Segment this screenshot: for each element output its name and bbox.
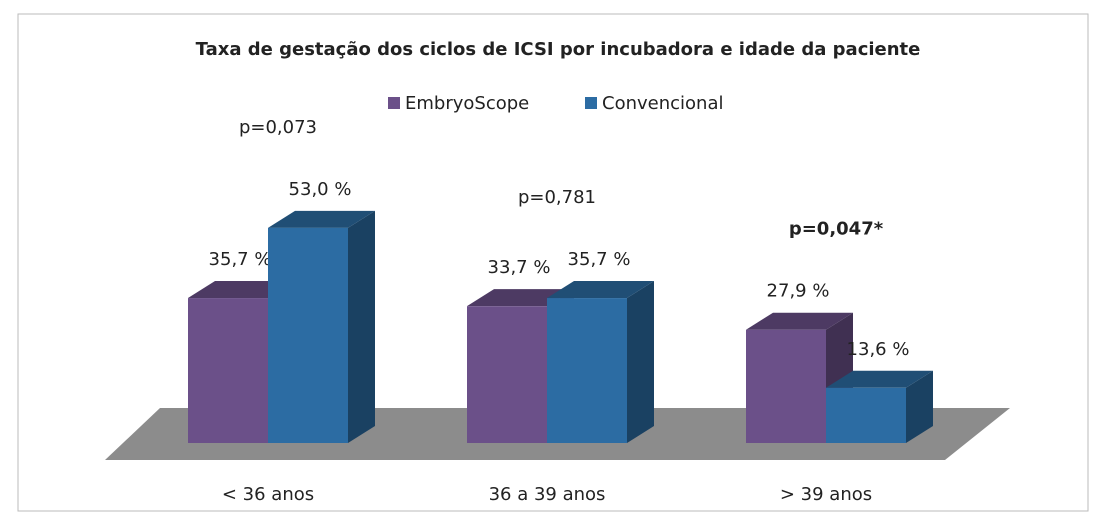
- value-label: 27,9 %: [767, 281, 830, 302]
- bar-front: [746, 329, 826, 443]
- x-tick-label: > 39 anos: [780, 484, 872, 505]
- bar-front: [188, 298, 268, 443]
- bar-front: [826, 387, 906, 443]
- value-label: 35,7 %: [209, 249, 272, 270]
- bar-top: [826, 370, 933, 388]
- bar-top: [746, 312, 853, 330]
- value-label: 33,7 %: [488, 257, 551, 278]
- value-label: 35,7 %: [568, 249, 631, 270]
- annotation: p=0,781: [518, 187, 596, 208]
- value-label: 13,6 %: [847, 339, 910, 360]
- bar-top: [547, 281, 654, 299]
- x-tick-label: < 36 anos: [222, 484, 314, 505]
- bar-front: [547, 298, 627, 443]
- bar-front: [467, 306, 547, 443]
- legend-label: Convencional: [602, 93, 723, 114]
- bar-side: [906, 370, 933, 443]
- bar-front: [268, 227, 348, 443]
- bar-top: [268, 210, 375, 228]
- bar-side: [348, 210, 375, 443]
- bar: [826, 370, 933, 443]
- x-tick-label: 36 a 39 anos: [489, 484, 606, 505]
- legend-swatch: [585, 97, 597, 109]
- chart-title: Taxa de gestação dos ciclos de ICSI por …: [196, 39, 921, 60]
- value-label: 53,0 %: [289, 179, 352, 200]
- bar: [547, 281, 654, 443]
- bar-side: [627, 281, 654, 443]
- annotation: p=0,073: [239, 117, 317, 138]
- legend-label: EmbryoScope: [405, 93, 529, 114]
- annotation: p=0,047*: [789, 219, 884, 240]
- legend-swatch: [388, 97, 400, 109]
- bar: [268, 210, 375, 443]
